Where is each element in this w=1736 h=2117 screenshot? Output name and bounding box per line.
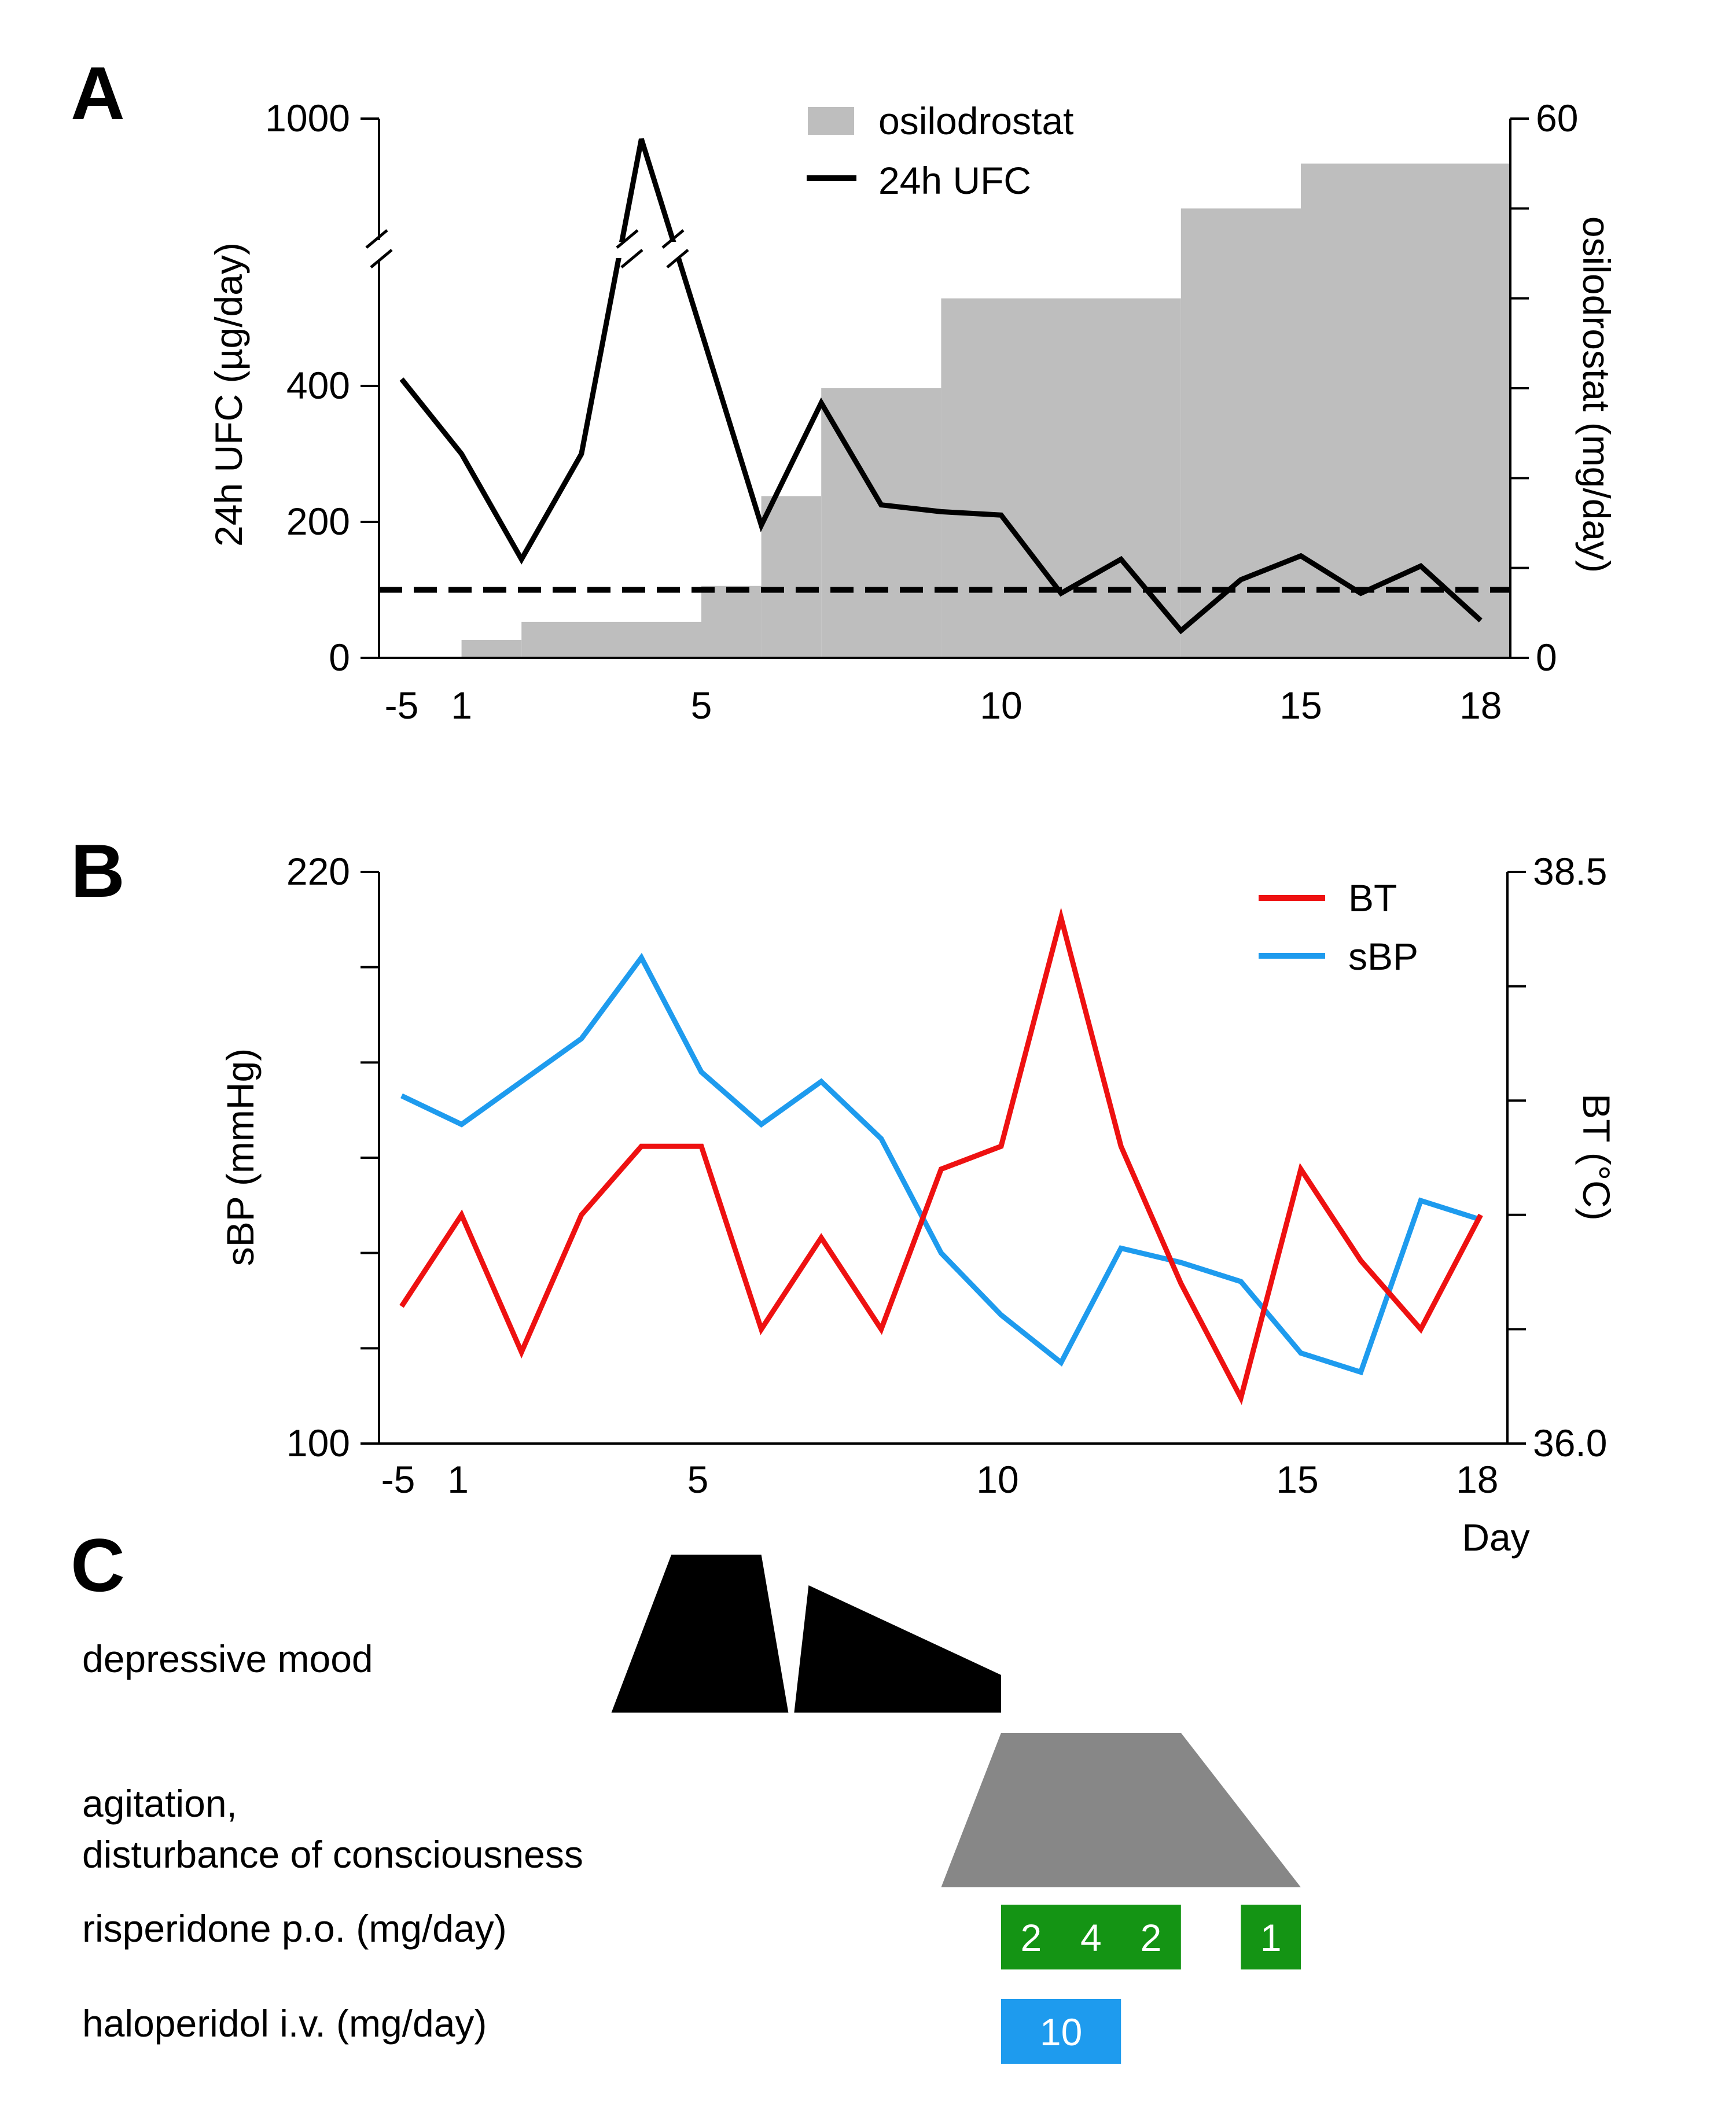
osilodrostat-area	[461, 163, 1510, 658]
osilodrostat-step	[461, 639, 522, 658]
panel-b-y2-ticks: 36.0 38.5	[1507, 850, 1607, 1464]
panel-a-y-ticks: 0 200 400 1000	[265, 97, 379, 679]
risperidone-dose-label: 4	[1080, 1916, 1102, 1959]
x-tick-label: 1	[451, 684, 472, 727]
legend-label-osilodrostat: osilodrostat	[878, 100, 1074, 142]
depressive-mood-trapezoid	[611, 1555, 789, 1713]
y-tick-label: 100	[286, 1422, 350, 1464]
axis-break-marks	[364, 229, 690, 268]
panel-b-x-ticks: -5 1 5 10 15 18	[381, 1458, 1499, 1501]
y-tick-label: 220	[286, 850, 350, 893]
x-tick-label: 10	[976, 1458, 1018, 1501]
depressive-mood-ramp	[794, 1585, 1001, 1713]
row-label-agitation: agitation, disturbance of consciousness	[82, 1782, 583, 1876]
x-tick-label: 1	[447, 1458, 469, 1501]
axis-break-slash	[365, 229, 388, 249]
panel-c-letter: C	[71, 1523, 125, 1607]
x-tick-label: 15	[1279, 684, 1322, 727]
x-tick-label: 10	[980, 684, 1022, 727]
y-tick-label: 0	[329, 636, 350, 679]
axis-break-slash	[616, 229, 639, 249]
bt-line	[399, 907, 1483, 1405]
y2-tick-label: 0	[1536, 636, 1557, 679]
risperidone-block	[1241, 1905, 1301, 1969]
panel-b-y-ticks: 100 220	[286, 850, 379, 1464]
y2-tick-label: 36.0	[1533, 1422, 1607, 1464]
y-axis-label-ufc: 24h UFC (µg/day)	[207, 242, 250, 547]
y2-axis-label-bt: BT (°C)	[1575, 1094, 1618, 1221]
panel-a-legend: osilodrostat 24h UFC	[807, 100, 1074, 202]
row-label-agitation-line-2: disturbance of consciousness	[82, 1833, 583, 1876]
x-tick-label: 18	[1456, 1458, 1498, 1501]
row-label-depressive-mood: depressive mood	[82, 1637, 373, 1680]
y-tick-label: 400	[286, 364, 350, 407]
x-tick-label: 5	[691, 684, 712, 727]
legend-swatch-osilodrostat	[808, 107, 854, 135]
osilodrostat-step	[941, 298, 1181, 658]
symptom-shapes	[611, 1555, 1301, 1887]
row-label-agitation-line-1: agitation,	[82, 1782, 237, 1825]
axis-break-slash	[370, 249, 393, 268]
osilodrostat-step	[701, 586, 762, 658]
y-axis-label-sbp: sBP (mmHg)	[219, 1048, 262, 1266]
osilodrostat-step	[1301, 163, 1510, 658]
panel-b-letter: B	[71, 829, 125, 913]
x-tick-label: -5	[385, 684, 419, 727]
legend-label-ufc: 24h UFC	[878, 159, 1031, 202]
panel-a-letter: A	[71, 51, 125, 135]
panel-a-y2-ticks: 0 60	[1510, 97, 1578, 679]
legend-label-bt: BT	[1348, 877, 1397, 919]
dose-blocks: 2 4 2 1 10	[1001, 1905, 1301, 2064]
panel-a-x-ticks: -5 1 5 10 15 18	[385, 684, 1502, 727]
haloperidol-dose-label: 10	[1040, 2011, 1082, 2053]
axis-break-slash	[620, 249, 643, 268]
y-tick-label: 1000	[265, 97, 350, 139]
risperidone-dose-label: 2	[1020, 1916, 1042, 1959]
x-tick-label: 15	[1276, 1458, 1318, 1501]
x-tick-label: 18	[1459, 684, 1502, 727]
x-tick-label: 5	[687, 1458, 709, 1501]
panel-b-axes	[378, 872, 1509, 1445]
haloperidol-block	[1001, 1999, 1121, 2064]
osilodrostat-step	[761, 496, 822, 658]
x-axis-label-day: Day	[1462, 1516, 1529, 1559]
y2-tick-label: 60	[1536, 97, 1578, 139]
y2-axis-label-osilodrostat: osilodrostat (mg/day)	[1575, 216, 1618, 573]
agitation-trapezoid	[941, 1733, 1301, 1887]
osilodrostat-step	[521, 621, 701, 658]
y-tick-label: 200	[286, 500, 350, 543]
y2-tick-label: 38.5	[1533, 850, 1607, 893]
risperidone-block	[1001, 1905, 1181, 1969]
row-label-haloperidol: haloperidol i.v. (mg/day)	[82, 2002, 487, 2045]
risperidone-dose-label: 1	[1260, 1916, 1282, 1959]
axis-break-slash	[666, 249, 689, 268]
panel-b-legend: BT sBP	[1259, 877, 1418, 978]
panel-c: C depressive mood agitation, disturbance…	[71, 1523, 1301, 2064]
sbp-line	[400, 952, 1482, 1376]
ufc-line	[399, 138, 1483, 635]
legend-label-sbp: sBP	[1348, 935, 1418, 978]
row-label-risperidone: risperidone p.o. (mg/day)	[82, 1907, 507, 1950]
x-tick-label: -5	[381, 1458, 415, 1501]
axis-break-slash	[661, 229, 685, 249]
risperidone-dose-label: 2	[1141, 1916, 1162, 1959]
